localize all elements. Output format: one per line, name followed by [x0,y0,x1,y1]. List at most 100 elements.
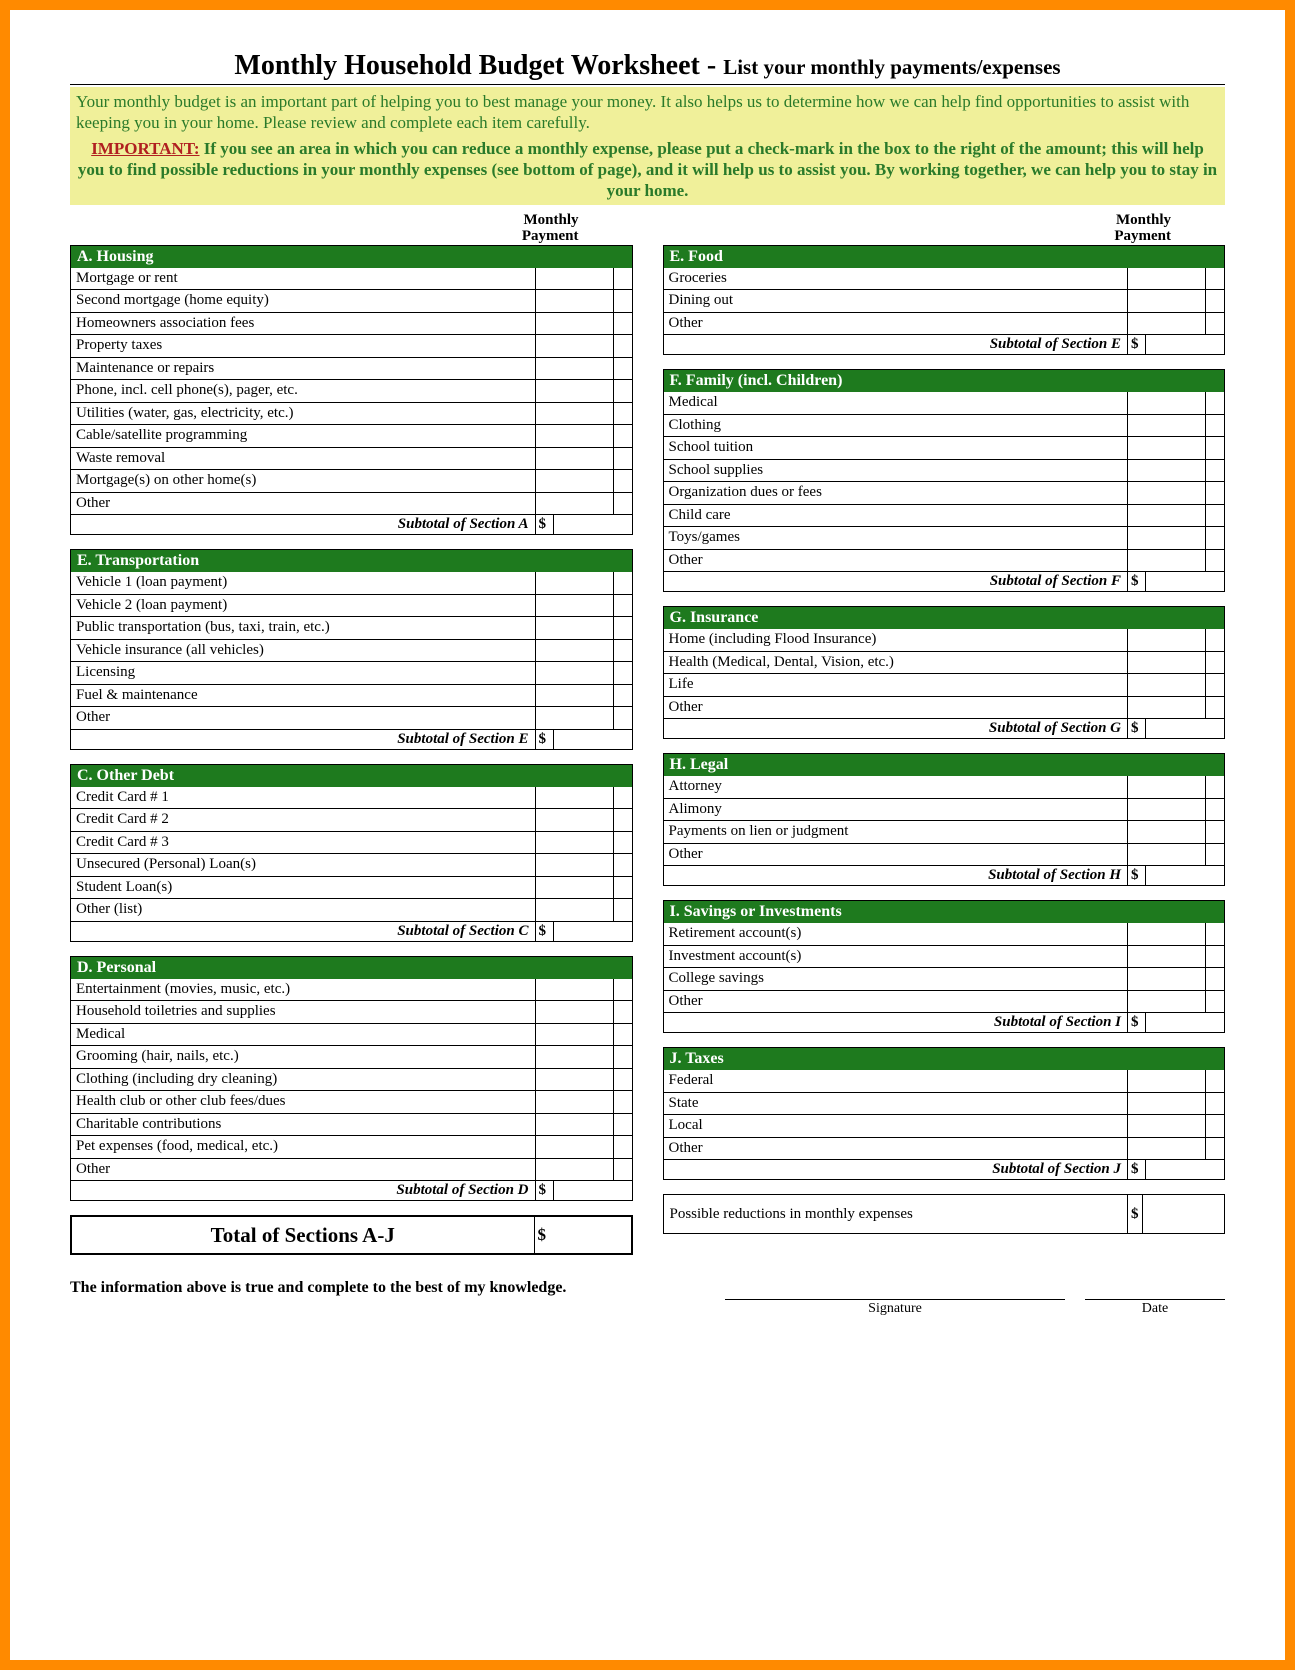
amount-input[interactable] [536,877,614,899]
subtotal-amount[interactable] [1146,719,1224,738]
reduce-checkbox[interactable] [614,448,632,470]
amount-input[interactable] [536,1001,614,1023]
amount-input[interactable] [536,335,614,357]
reduce-checkbox[interactable] [614,809,632,831]
reduce-checkbox[interactable] [1206,799,1224,821]
signature-field[interactable]: Signature [725,1299,1065,1317]
date-field[interactable]: Date [1085,1299,1225,1317]
reduce-checkbox[interactable] [1206,482,1224,504]
reduce-checkbox[interactable] [1206,1093,1224,1115]
reduce-checkbox[interactable] [1206,313,1224,335]
subtotal-amount[interactable] [1146,866,1224,885]
reduce-checkbox[interactable] [614,290,632,312]
amount-input[interactable] [536,809,614,831]
amount-input[interactable] [1128,946,1206,968]
amount-input[interactable] [1128,1115,1206,1137]
amount-input[interactable] [536,403,614,425]
reduce-checkbox[interactable] [614,1024,632,1046]
amount-input[interactable] [1128,697,1206,719]
amount-input[interactable] [536,595,614,617]
reduce-checkbox[interactable] [614,979,632,1001]
reduce-checkbox[interactable] [614,572,632,594]
reduce-checkbox[interactable] [1206,923,1224,945]
reduce-checkbox[interactable] [614,1159,632,1181]
reduce-checkbox[interactable] [614,1114,632,1136]
reduce-checkbox[interactable] [614,1069,632,1091]
amount-input[interactable] [1128,460,1206,482]
reduce-checkbox[interactable] [1206,844,1224,866]
amount-input[interactable] [1128,437,1206,459]
amount-input[interactable] [1128,313,1206,335]
amount-input[interactable] [536,1046,614,1068]
amount-input[interactable] [1128,629,1206,651]
reduce-checkbox[interactable] [614,425,632,447]
reduce-checkbox[interactable] [1206,550,1224,572]
reduce-checkbox[interactable] [614,1001,632,1023]
amount-input[interactable] [1128,1093,1206,1115]
amount-input[interactable] [1128,844,1206,866]
amount-input[interactable] [536,358,614,380]
amount-input[interactable] [1128,392,1206,414]
amount-input[interactable] [536,787,614,809]
reduce-checkbox[interactable] [614,470,632,492]
reduce-checkbox[interactable] [1206,674,1224,696]
reduce-checkbox[interactable] [1206,776,1224,798]
amount-input[interactable] [1128,527,1206,549]
reduce-checkbox[interactable] [1206,1070,1224,1092]
reduce-checkbox[interactable] [614,877,632,899]
amount-input[interactable] [536,707,614,729]
amount-input[interactable] [1128,652,1206,674]
amount-input[interactable] [536,854,614,876]
reduce-checkbox[interactable] [1206,268,1224,290]
subtotal-amount[interactable] [1146,1160,1224,1179]
amount-input[interactable] [536,470,614,492]
amount-input[interactable] [536,313,614,335]
reduce-checkbox[interactable] [614,685,632,707]
amount-input[interactable] [536,425,614,447]
reduce-checkbox[interactable] [614,899,632,921]
subtotal-amount[interactable] [554,922,632,941]
reduce-checkbox[interactable] [614,313,632,335]
subtotal-amount[interactable] [1146,572,1224,591]
reduce-checkbox[interactable] [614,640,632,662]
amount-input[interactable] [1128,799,1206,821]
amount-input[interactable] [536,662,614,684]
amount-input[interactable] [1128,268,1206,290]
amount-input[interactable] [536,493,614,515]
reduce-checkbox[interactable] [614,1046,632,1068]
reduce-checkbox[interactable] [614,268,632,290]
amount-input[interactable] [536,1069,614,1091]
reduce-checkbox[interactable] [614,707,632,729]
reduce-checkbox[interactable] [614,358,632,380]
reduce-checkbox[interactable] [1206,1138,1224,1160]
reduce-checkbox[interactable] [1206,505,1224,527]
amount-input[interactable] [1128,968,1206,990]
subtotal-amount[interactable] [554,515,632,534]
amount-input[interactable] [536,1114,614,1136]
reduce-checkbox[interactable] [614,595,632,617]
amount-input[interactable] [536,1024,614,1046]
reduce-checkbox[interactable] [1206,290,1224,312]
reduce-checkbox[interactable] [614,854,632,876]
reduce-checkbox[interactable] [1206,968,1224,990]
reduce-checkbox[interactable] [1206,821,1224,843]
reduce-checkbox[interactable] [614,493,632,515]
reduce-checkbox[interactable] [614,1091,632,1113]
amount-input[interactable] [1128,482,1206,504]
reduce-checkbox[interactable] [1206,1115,1224,1137]
subtotal-amount[interactable] [554,1181,632,1200]
amount-input[interactable] [1128,991,1206,1013]
amount-input[interactable] [536,268,614,290]
reduce-checkbox[interactable] [614,832,632,854]
reduce-checkbox[interactable] [1206,415,1224,437]
subtotal-amount[interactable] [1146,1013,1224,1032]
reduce-checkbox[interactable] [614,617,632,639]
reduce-checkbox[interactable] [614,662,632,684]
reduce-checkbox[interactable] [1206,697,1224,719]
amount-input[interactable] [536,899,614,921]
amount-input[interactable] [536,572,614,594]
subtotal-amount[interactable] [554,730,632,749]
amount-input[interactable] [536,1136,614,1158]
amount-input[interactable] [1128,505,1206,527]
amount-input[interactable] [1128,923,1206,945]
